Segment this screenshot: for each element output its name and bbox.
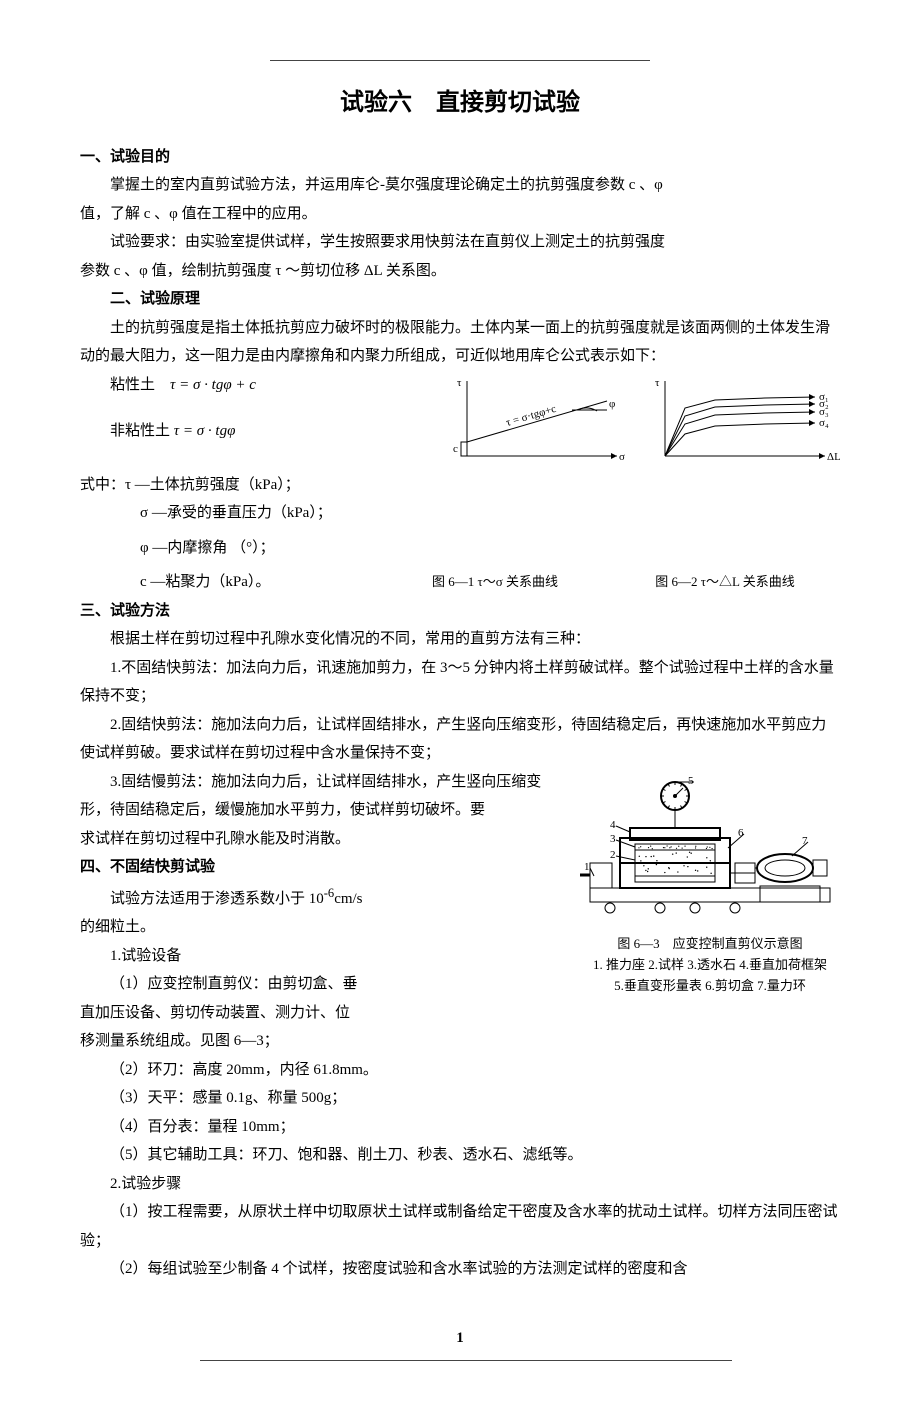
s2-p1: 土的抗剪强度是指土体抵抗剪应力破坏时的极限能力。土体内某一面上的抗剪强度就是该面…	[80, 314, 840, 371]
s3-m3a: 3.固结慢剪法：施加法向力后，让试样固结排水，产生竖向压缩变形，待固结稳定后，缓…	[80, 768, 560, 825]
eq2-row: 非粘性土 τ = σ · tgφ	[80, 417, 442, 446]
s4-p0sup: -6	[324, 886, 334, 900]
section-3: 三、试验方法 根据土样在剪切过程中孔隙水变化情况的不同，常用的直剪方法有三种： …	[80, 597, 840, 1284]
s4-eqh: 1.试验设备	[80, 942, 560, 971]
page-number-row: 1	[80, 1324, 840, 1361]
s4-e1c: 移测量系统组成。见图 6—3；	[80, 1027, 560, 1056]
where-3: φ —内摩擦角 （°）；	[80, 534, 840, 563]
s4-e4: （4）百分表：量程 10mm；	[80, 1113, 840, 1142]
s4-p0b: cm/s	[334, 891, 362, 907]
page-number: 1	[456, 1330, 464, 1346]
svg-text:σ: σ	[619, 451, 625, 463]
figure-6-1: σ τ c φ τ = σ·tgφ+c	[452, 371, 632, 471]
fig3-cap-l2: 5.垂直变形量表 6.剪切盒 7.量力环	[580, 976, 840, 997]
s4-st2: （2）每组试验至少制备 4 个试样，按密度试验和含水率试验的方法测定试样的密度和…	[80, 1255, 840, 1284]
svg-text:τ = σ·tgφ+c: τ = σ·tgφ+c	[505, 402, 558, 428]
s3-m3b: 求试样在剪切过程中孔隙水能及时消散。	[80, 825, 560, 854]
where-2: σ —承受的垂直压力（kPa）；	[80, 499, 840, 528]
s4-e2: （2）环刀：高度 20mm，内径 61.8mm。	[80, 1056, 840, 1085]
header-rule	[270, 60, 650, 61]
eq2: τ = σ · tgφ	[174, 423, 236, 439]
fig3-cap-title: 图 6—3 应变控制直剪仪示意图	[580, 934, 840, 955]
svg-text:σ₄: σ₄	[819, 417, 829, 429]
s4-e3: （3）天平：感量 0.1g、称量 500g；	[80, 1084, 840, 1113]
svg-text:7: 7	[802, 835, 808, 847]
s4-e1a: （1）应变控制直剪仪：由剪切盒、垂	[80, 970, 560, 999]
svg-text:1: 1	[584, 861, 590, 873]
svg-text:τ: τ	[457, 377, 462, 389]
svg-text:2: 2	[610, 849, 616, 861]
footer-rule	[200, 1360, 732, 1361]
figure-6-2: ΔLτσ₁σ₂σ₃σ₄	[650, 371, 840, 471]
svg-text:τ: τ	[655, 377, 660, 389]
svg-text:4: 4	[610, 819, 616, 831]
section-2: 二、试验原理 土的抗剪强度是指土体抵抗剪应力破坏时的极限能力。土体内某一面上的抗…	[80, 285, 840, 597]
s4-st1: （1）按工程需要，从原状土样中切取原状土试样或制备给定干密度及含水率的扰动土试样…	[80, 1198, 840, 1255]
s4-p0a: 试验方法适用于渗透系数小于 10	[110, 891, 324, 907]
where-4: c —粘聚力（kPa）。	[80, 568, 380, 597]
eq1-label: 粘性土	[110, 377, 155, 393]
s3-m2: 2.固结快剪法：施加法向力后，让试样固结排水，产生竖向压缩变形，待固结稳定后，再…	[80, 711, 840, 768]
svg-text:ΔL: ΔL	[827, 451, 840, 463]
s2-heading: 二、试验原理	[80, 285, 840, 314]
where-block: 式中：τ —土体抗剪强度（kPa）； σ —承受的垂直压力（kPa）； φ —内…	[80, 471, 840, 597]
s1-p1a: 掌握土的室内直剪试验方法，并运用库仑-莫尔强度理论确定土的抗剪强度参数 c 、φ	[80, 171, 840, 200]
s3-p0: 根据土样在剪切过程中孔隙水变化情况的不同，常用的直剪方法有三种：	[80, 625, 840, 654]
s4-e5: （5）其它辅助工具：环刀、饱和器、削土刀、秒表、透水石、滤纸等。	[80, 1141, 840, 1170]
where-1: τ —土体抗剪强度（kPa）；	[125, 477, 300, 493]
figure-6-3: 5 4 3 2 1 6 7	[580, 768, 840, 918]
s1-p2b: 参数 c 、φ 值，绘制抗剪强度 τ ～剪切位移 ΔL 关系图。	[80, 257, 840, 286]
svg-text:6: 6	[738, 827, 744, 839]
s4-steph: 2.试验步骤	[80, 1170, 840, 1199]
eq1: τ = σ · tgφ + c	[170, 377, 256, 393]
svg-text:c: c	[453, 443, 458, 455]
eq1-row: 粘性土 τ = σ · tgφ + c	[80, 371, 442, 400]
section-1: 一、试验目的 掌握土的室内直剪试验方法，并运用库仑-莫尔强度理论确定土的抗剪强度…	[80, 143, 840, 286]
s4-heading: 四、不固结快剪试验	[80, 853, 560, 882]
svg-text:3: 3	[610, 833, 616, 845]
fig2-caption: 图 6—2 τ～△L 关系曲线	[610, 570, 840, 595]
svg-text:φ: φ	[609, 398, 615, 410]
eq2-label: 非粘性土	[110, 423, 170, 439]
s3-heading: 三、试验方法	[80, 597, 840, 626]
s1-heading: 一、试验目的	[80, 143, 840, 172]
s4-p0c: 的细粒土。	[80, 913, 560, 942]
s1-p1b: 值，了解 c 、φ 值在工程中的应用。	[80, 200, 840, 229]
s1-p2a: 试验要求：由实验室提供试样，学生按照要求用快剪法在直剪仪上测定土的抗剪强度	[80, 228, 840, 257]
s4-p0: 试验方法适用于渗透系数小于 10-6cm/s	[80, 882, 560, 914]
fig3-cap-l1: 1. 推力座 2.试样 3.透水石 4.垂直加荷框架	[580, 955, 840, 976]
s4-e1b: 直加压设备、剪切传动装置、测力计、位	[80, 999, 560, 1028]
where-intro: 式中：	[80, 477, 125, 493]
page-title: 试验六 直接剪切试验	[80, 81, 840, 127]
fig1-caption: 图 6—1 τ～σ 关系曲线	[380, 570, 610, 595]
s3-m1: 1.不固结快剪法：加法向力后，讯速施加剪力，在 3～5 分钟内将土样剪破试样。整…	[80, 654, 840, 711]
svg-text:5: 5	[688, 775, 694, 787]
